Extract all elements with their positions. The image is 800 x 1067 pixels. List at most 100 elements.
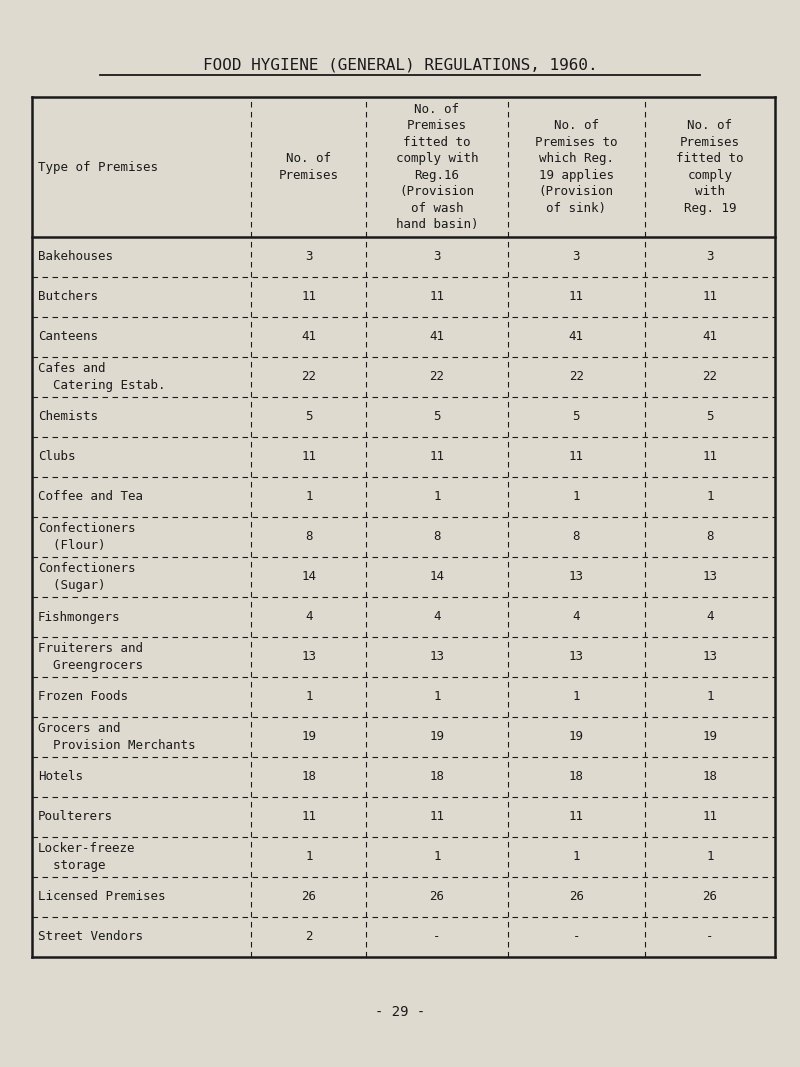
Text: Type of Premises: Type of Premises — [38, 160, 158, 174]
Text: storage: storage — [38, 859, 106, 873]
Text: 3: 3 — [433, 251, 441, 264]
Text: Frozen Foods: Frozen Foods — [38, 690, 128, 703]
Text: Cafes and: Cafes and — [38, 363, 106, 376]
Text: 8: 8 — [573, 530, 580, 543]
Text: FOOD HYGIENE (GENERAL) REGULATIONS, 1960.: FOOD HYGIENE (GENERAL) REGULATIONS, 1960… — [202, 57, 598, 71]
Text: -: - — [573, 930, 580, 943]
Text: Hotels: Hotels — [38, 770, 83, 783]
Text: 1: 1 — [433, 850, 441, 863]
Text: Butchers: Butchers — [38, 290, 98, 303]
Text: Provision Merchants: Provision Merchants — [38, 739, 195, 752]
Text: 11: 11 — [302, 450, 316, 463]
Text: 1: 1 — [706, 491, 714, 504]
Text: Locker-freeze: Locker-freeze — [38, 843, 135, 856]
Text: 19: 19 — [302, 731, 316, 744]
Text: 11: 11 — [569, 450, 584, 463]
Text: 8: 8 — [433, 530, 441, 543]
Text: No. of
Premises to
which Reg.
19 applies
(Provision
of sink): No. of Premises to which Reg. 19 applies… — [535, 120, 618, 214]
Text: 26: 26 — [569, 891, 584, 904]
Text: 13: 13 — [302, 651, 316, 664]
Text: 13: 13 — [569, 651, 584, 664]
Text: 11: 11 — [702, 811, 718, 824]
Text: 13: 13 — [702, 571, 718, 584]
Text: 19: 19 — [430, 731, 445, 744]
Text: 4: 4 — [305, 610, 313, 623]
Text: Fishmongers: Fishmongers — [38, 610, 121, 623]
Text: Coffee and Tea: Coffee and Tea — [38, 491, 143, 504]
Text: 1: 1 — [433, 491, 441, 504]
Text: 11: 11 — [302, 811, 316, 824]
Text: No. of
Premises
fitted to
comply with
Reg.16
(Provision
of wash
hand basin): No. of Premises fitted to comply with Re… — [396, 102, 478, 232]
Text: 8: 8 — [305, 530, 313, 543]
Text: 1: 1 — [573, 850, 580, 863]
Text: Canteens: Canteens — [38, 331, 98, 344]
Text: -: - — [433, 930, 441, 943]
Text: 41: 41 — [569, 331, 584, 344]
Text: Grocers and: Grocers and — [38, 722, 121, 735]
Text: 5: 5 — [433, 411, 441, 424]
Text: No. of
Premises: No. of Premises — [278, 153, 338, 181]
Text: Poulterers: Poulterers — [38, 811, 113, 824]
Text: Catering Estab.: Catering Estab. — [38, 379, 166, 393]
Text: 13: 13 — [702, 651, 718, 664]
Text: Street Vendors: Street Vendors — [38, 930, 143, 943]
Text: Greengrocers: Greengrocers — [38, 659, 143, 672]
Text: 41: 41 — [702, 331, 718, 344]
Text: Licensed Premises: Licensed Premises — [38, 891, 166, 904]
Text: 11: 11 — [430, 450, 445, 463]
Text: 22: 22 — [430, 370, 445, 383]
Text: 26: 26 — [302, 891, 316, 904]
Text: 3: 3 — [706, 251, 714, 264]
Text: 26: 26 — [430, 891, 445, 904]
Text: 26: 26 — [702, 891, 718, 904]
Text: 22: 22 — [702, 370, 718, 383]
Text: 18: 18 — [302, 770, 316, 783]
Text: -: - — [706, 930, 714, 943]
Text: 5: 5 — [706, 411, 714, 424]
Text: 11: 11 — [569, 811, 584, 824]
Text: 14: 14 — [302, 571, 316, 584]
Text: 4: 4 — [433, 610, 441, 623]
Text: 1: 1 — [433, 690, 441, 703]
Text: 14: 14 — [430, 571, 445, 584]
Text: 1: 1 — [706, 690, 714, 703]
Text: Bakehouses: Bakehouses — [38, 251, 113, 264]
Text: 41: 41 — [302, 331, 316, 344]
Text: 1: 1 — [573, 491, 580, 504]
Text: No. of
Premises
fitted to
comply
with
Reg. 19: No. of Premises fitted to comply with Re… — [676, 120, 744, 214]
Text: 1: 1 — [305, 690, 313, 703]
Text: 2: 2 — [305, 930, 313, 943]
Text: 19: 19 — [702, 731, 718, 744]
Text: - 29 -: - 29 - — [375, 1005, 425, 1019]
Text: Fruiterers and: Fruiterers and — [38, 642, 143, 655]
Text: Chemists: Chemists — [38, 411, 98, 424]
Text: Clubs: Clubs — [38, 450, 75, 463]
Text: 13: 13 — [569, 571, 584, 584]
Text: 11: 11 — [702, 450, 718, 463]
Text: 22: 22 — [569, 370, 584, 383]
Text: (Flour): (Flour) — [38, 539, 106, 553]
Text: 11: 11 — [569, 290, 584, 303]
Text: 3: 3 — [305, 251, 313, 264]
Text: 18: 18 — [430, 770, 445, 783]
Text: Confectioners: Confectioners — [38, 562, 135, 575]
Text: 3: 3 — [573, 251, 580, 264]
Text: 11: 11 — [430, 811, 445, 824]
Text: 1: 1 — [305, 491, 313, 504]
Text: 1: 1 — [305, 850, 313, 863]
Text: 11: 11 — [702, 290, 718, 303]
Text: 18: 18 — [702, 770, 718, 783]
Text: 11: 11 — [302, 290, 316, 303]
Text: Confectioners: Confectioners — [38, 523, 135, 536]
Text: 5: 5 — [573, 411, 580, 424]
Text: 11: 11 — [430, 290, 445, 303]
Text: 4: 4 — [706, 610, 714, 623]
Text: (Sugar): (Sugar) — [38, 579, 106, 592]
Text: 19: 19 — [569, 731, 584, 744]
Text: 41: 41 — [430, 331, 445, 344]
Text: 1: 1 — [706, 850, 714, 863]
Text: 4: 4 — [573, 610, 580, 623]
Text: 22: 22 — [302, 370, 316, 383]
Text: 8: 8 — [706, 530, 714, 543]
Text: 1: 1 — [573, 690, 580, 703]
